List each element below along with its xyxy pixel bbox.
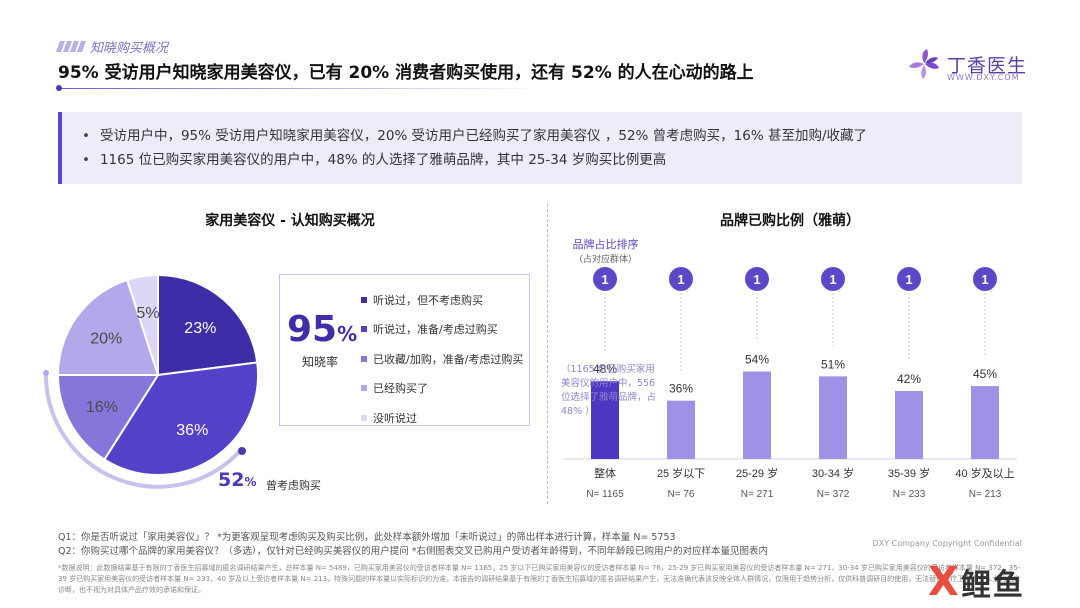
bar bbox=[895, 390, 923, 459]
bar-category-label: 30-34 岁 bbox=[812, 466, 854, 480]
legend-label: 听说过，但不考虑购买 bbox=[373, 293, 483, 307]
consider-value: 52% bbox=[218, 469, 257, 491]
rank-badge-label: 1 bbox=[981, 272, 988, 287]
pie-slice-label: 5% bbox=[136, 305, 159, 322]
bar-sample-size: N= 372 bbox=[817, 489, 850, 500]
rank-badge bbox=[897, 267, 921, 291]
section-tag-bars bbox=[55, 41, 87, 52]
legend-label: 已经购买了 bbox=[373, 382, 428, 396]
headline-rule bbox=[58, 88, 528, 89]
dxy-logo: 丁香医生 WWW.DXY.COM bbox=[907, 47, 1028, 82]
rank-badge bbox=[745, 267, 769, 291]
data-note: *数据说明：此数据结果基于有限的丁香医生招募域的匿名调研结果产生，总样本量 N=… bbox=[58, 564, 1021, 594]
bar-category-label: 40 岁及以上 bbox=[955, 466, 1014, 480]
pie-slice-label: 23% bbox=[184, 320, 216, 337]
legend-item: 已收藏/加购，准备/考虑过购买 bbox=[361, 344, 523, 374]
legend-item: 没听说过 bbox=[361, 403, 523, 433]
bar-chart-title: 品牌已购比例（雅萌） bbox=[720, 213, 860, 229]
rank-badge-label: 1 bbox=[829, 272, 836, 287]
rank-badge bbox=[973, 267, 997, 291]
panel-divider bbox=[547, 204, 548, 504]
pie-accent-dot bbox=[238, 447, 246, 455]
legend-swatch bbox=[361, 414, 367, 421]
rank-badge-label: 1 bbox=[905, 272, 912, 287]
pie-slice bbox=[103, 361, 259, 476]
rank-subtitle: （占对应群体） bbox=[573, 255, 637, 265]
rank-badge bbox=[821, 267, 845, 291]
page-headline: 95% 受访用户知晓家用美容仪，已有 20% 消费者购买使用，还有 52% 的人… bbox=[58, 63, 754, 83]
footnote-q1: Q1：你是否听说过「家用美容仪」？ *为更客观呈现考虑购买及购买比例，此处样本额… bbox=[58, 532, 676, 543]
awareness-label: 知晓率 bbox=[302, 355, 339, 369]
bar bbox=[743, 371, 771, 459]
legend-swatch bbox=[361, 296, 367, 303]
legend-item: 已经购买了 bbox=[361, 374, 523, 404]
pie-slice bbox=[157, 273, 259, 377]
legend-label: 没听说过 bbox=[373, 411, 417, 425]
legend-label: 听说过，准备/考虑过购买 bbox=[373, 323, 498, 337]
bar-value-label: 54% bbox=[745, 353, 769, 367]
summary-box: 受访用户中，95% 受访用户知晓家用美容仪，20% 受访用户已经购买了家用美容仪… bbox=[58, 112, 1022, 184]
legend-swatch bbox=[361, 385, 367, 392]
footnote-q2: Q2：你购买过哪个品牌的家用美容仪？（多选），仅针对已经购买美容仪的用户提问 *… bbox=[58, 546, 769, 557]
pie-slice-label: 36% bbox=[176, 422, 208, 439]
consider-label: 曾考虑购买 bbox=[266, 479, 321, 492]
bar-value-label: 42% bbox=[897, 372, 921, 386]
rank-title: 品牌占比排序 bbox=[572, 238, 639, 251]
summary-bullet: 受访用户中，95% 受访用户知晓家用美容仪，20% 受访用户已经购买了家用美容仪… bbox=[82, 124, 1022, 148]
rank-badge-label: 1 bbox=[753, 272, 760, 287]
bar-sample-size: N= 213 bbox=[969, 489, 1002, 500]
bar-sample-size: N= 271 bbox=[741, 489, 774, 500]
dxy-flower-icon bbox=[909, 49, 939, 79]
pie-chart-title: 家用美容仪 - 认知购买概况 bbox=[205, 213, 375, 229]
rank-badge-label: 1 bbox=[601, 272, 608, 287]
awareness-value: 95% bbox=[287, 309, 358, 350]
pie-accent-ring bbox=[43, 371, 242, 489]
pie-slice bbox=[125, 273, 159, 376]
watermark-mark: X bbox=[928, 559, 959, 605]
bar bbox=[667, 400, 695, 459]
watermark-logo: X 鲤鱼 bbox=[928, 560, 1025, 604]
legend-item: 听说过，准备/考虑过购买 bbox=[361, 315, 523, 345]
headline-dot bbox=[56, 85, 62, 91]
pie-slice-label: 16% bbox=[86, 399, 118, 416]
section-tag: 知晓购买概况 bbox=[55, 37, 169, 56]
pie-slice bbox=[56, 374, 160, 461]
bar-value-label: 36% bbox=[669, 382, 693, 396]
logo-url: WWW.DXY.COM bbox=[947, 73, 1020, 82]
watermark-text: 鲤鱼 bbox=[960, 568, 1025, 603]
rank-badge bbox=[669, 267, 693, 291]
bar-value-label: 45% bbox=[973, 367, 997, 381]
legend-label: 已收藏/加购，准备/考虑过购买 bbox=[373, 352, 524, 366]
bar-value-label: 48% bbox=[593, 362, 617, 376]
bar bbox=[591, 381, 619, 459]
summary-bullet: 1165 位已购买家用美容仪的用户中，48% 的人选择了雅萌品牌，其中 25-3… bbox=[82, 148, 1022, 172]
bar-category-label: 25 岁以下 bbox=[657, 466, 705, 480]
bar-category-label: 35-39 岁 bbox=[888, 466, 930, 480]
bar-note: （1165 位已购买家用美容仪的用户中，556 位选择了雅萌品牌，占 48% ） bbox=[561, 364, 657, 417]
legend-item: 听说过，但不考虑购买 bbox=[361, 285, 523, 315]
logo-name: 丁香医生 bbox=[947, 54, 1028, 77]
bar bbox=[971, 386, 999, 459]
pie-slice-label: 20% bbox=[90, 330, 122, 347]
bar-category-label: 整体 bbox=[594, 466, 616, 480]
pie-legend: 听说过，但不考虑购买听说过，准备/考虑过购买已收藏/加购，准备/考虑过购买 已经购… bbox=[361, 285, 523, 433]
bar-sample-size: N= 233 bbox=[893, 489, 926, 500]
legend-swatch bbox=[361, 355, 367, 362]
pie-accent-dot bbox=[43, 370, 49, 376]
legend-swatch bbox=[361, 326, 367, 333]
bar-value-label: 51% bbox=[821, 357, 845, 371]
section-tag-label: 知晓购买概况 bbox=[90, 41, 169, 56]
pie-chart: 23% 36% 16% 20% 5% bbox=[43, 273, 259, 489]
awareness-box bbox=[279, 274, 530, 426]
bar-category-label: 25-29 岁 bbox=[736, 466, 778, 480]
rank-badge bbox=[593, 267, 617, 291]
copyright: DXY Company Copyright Confidential bbox=[872, 539, 1022, 548]
bar-sample-size: N= 1165 bbox=[586, 489, 624, 500]
bar-sample-size: N= 76 bbox=[668, 489, 695, 500]
bar bbox=[819, 376, 847, 459]
rank-badge-label: 1 bbox=[677, 272, 684, 287]
pie-slice bbox=[56, 278, 160, 376]
bar-chart: 1 48% 整体 N= 1165 1 36% 25 岁以下 N= 76 1 54% 25-29 岁 N… bbox=[563, 267, 1017, 500]
